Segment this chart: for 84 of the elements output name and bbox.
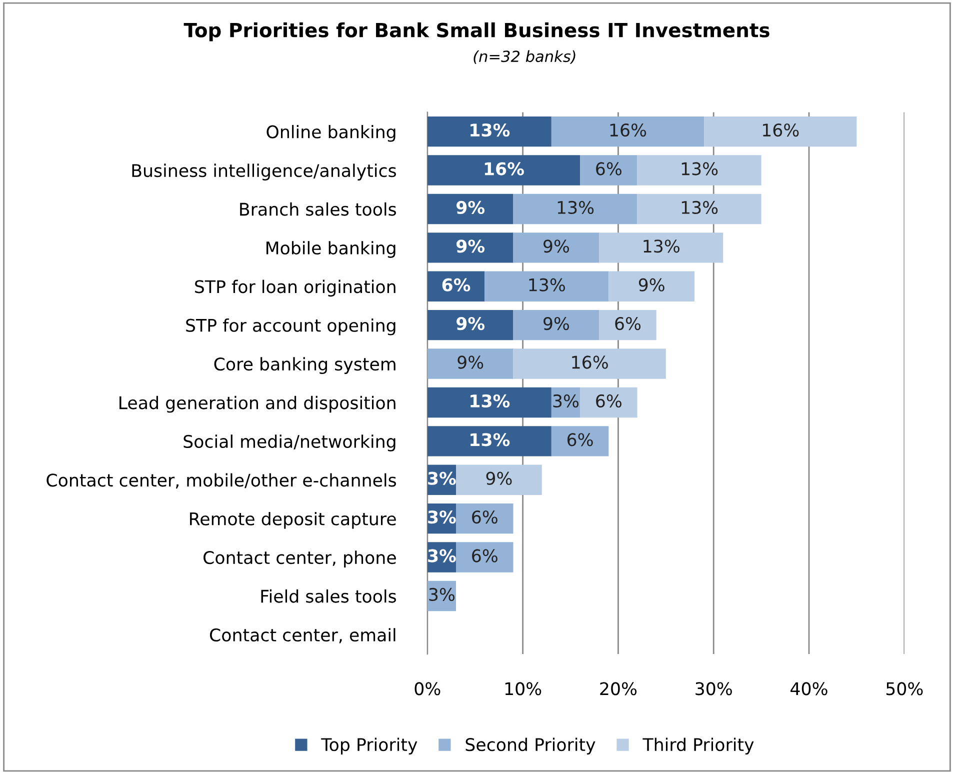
data-label: 9% <box>456 240 485 253</box>
data-label: 16% <box>572 356 608 369</box>
bar <box>513 310 600 340</box>
x-tick-label: 20% <box>600 682 637 696</box>
chart-subtitle: (n=32 banks) <box>474 50 576 64</box>
bar <box>513 348 666 379</box>
x-tick-label: 50% <box>886 682 923 696</box>
x-tick-label: 10% <box>505 682 542 696</box>
legend-label: Second Priority <box>466 738 596 755</box>
data-label: 9% <box>458 356 484 369</box>
data-label: 13% <box>529 278 565 292</box>
bar <box>427 426 552 456</box>
data-label: 16% <box>610 123 646 137</box>
y-tick-label: Contact center, mobile/other e-channels <box>46 473 396 488</box>
bar <box>456 464 542 495</box>
y-tick-label: Lead generation and disposition <box>120 396 396 413</box>
data-label: 6% <box>472 549 498 562</box>
data-label: 6% <box>567 433 593 446</box>
bar <box>637 194 762 224</box>
y-tick-label: Branch sales tools <box>240 202 396 216</box>
y-tick-label: Mobile banking <box>266 241 396 258</box>
data-label: 13% <box>470 123 510 137</box>
bar <box>580 387 638 418</box>
y-tick-label: Remote deposit capture <box>190 512 396 529</box>
x-tick-label: 30% <box>696 682 732 696</box>
y-tick-label: Field sales tools <box>261 589 396 603</box>
data-label: 9% <box>544 316 569 330</box>
bar <box>427 310 514 340</box>
bar <box>427 116 552 147</box>
y-tick-label: STP for loan origination <box>195 280 396 297</box>
data-label: 3% <box>429 588 455 602</box>
data-label: 6% <box>442 278 470 292</box>
bar <box>608 271 695 302</box>
data-label: 9% <box>486 472 512 485</box>
y-tick-label: Core banking system <box>214 357 396 374</box>
y-tick-label: Social media/networking <box>184 434 396 452</box>
bar <box>599 310 656 340</box>
bar <box>637 155 762 186</box>
data-label: 16% <box>484 162 524 176</box>
data-label: 13% <box>682 200 718 214</box>
data-label: 6% <box>596 394 622 408</box>
data-label: 9% <box>544 240 569 253</box>
legend-label: Third Priority <box>642 738 754 755</box>
bar <box>427 194 514 224</box>
bar <box>551 426 609 456</box>
data-label: 13% <box>558 200 594 214</box>
bar <box>484 271 609 302</box>
data-label: 3% <box>428 549 456 562</box>
data-label: 6% <box>596 162 622 176</box>
bar <box>513 194 638 224</box>
chart-title: Top Priorities for Bank Small Business IT Investments <box>184 22 770 42</box>
bar <box>456 542 514 572</box>
data-label: 13% <box>682 162 718 176</box>
data-label: 9% <box>456 316 485 330</box>
data-label: 3% <box>428 510 456 524</box>
y-tick-label: Contact center, phone <box>204 550 396 568</box>
bar <box>427 155 580 186</box>
data-label: 3% <box>428 472 456 485</box>
bar <box>513 232 600 263</box>
data-label: 13% <box>470 394 510 408</box>
bar <box>704 116 857 147</box>
x-tick-label: 0% <box>414 682 440 696</box>
y-tick-label: STP for account opening <box>186 318 396 336</box>
x-tick-label: 40% <box>790 682 828 696</box>
bar <box>551 116 704 147</box>
legend-label: Top Priority <box>321 738 418 755</box>
y-tick-label: Business intelligence/analytics <box>132 164 396 180</box>
data-label: 6% <box>472 510 498 524</box>
bar <box>427 271 485 302</box>
data-label: 13% <box>470 433 510 446</box>
bar <box>427 387 552 418</box>
data-label: 16% <box>762 123 799 137</box>
data-label: 6% <box>615 316 641 330</box>
data-label: 9% <box>456 200 485 214</box>
data-label: 13% <box>644 240 680 253</box>
y-tick-label: Online banking <box>266 124 396 142</box>
bar <box>580 155 638 186</box>
bar <box>599 232 724 263</box>
y-tick-label: Contact center, email <box>210 628 396 644</box>
bar <box>427 348 514 379</box>
bar <box>456 503 514 534</box>
bar <box>427 232 514 263</box>
data-label: 3% <box>553 394 579 408</box>
data-label: 9% <box>638 278 664 292</box>
